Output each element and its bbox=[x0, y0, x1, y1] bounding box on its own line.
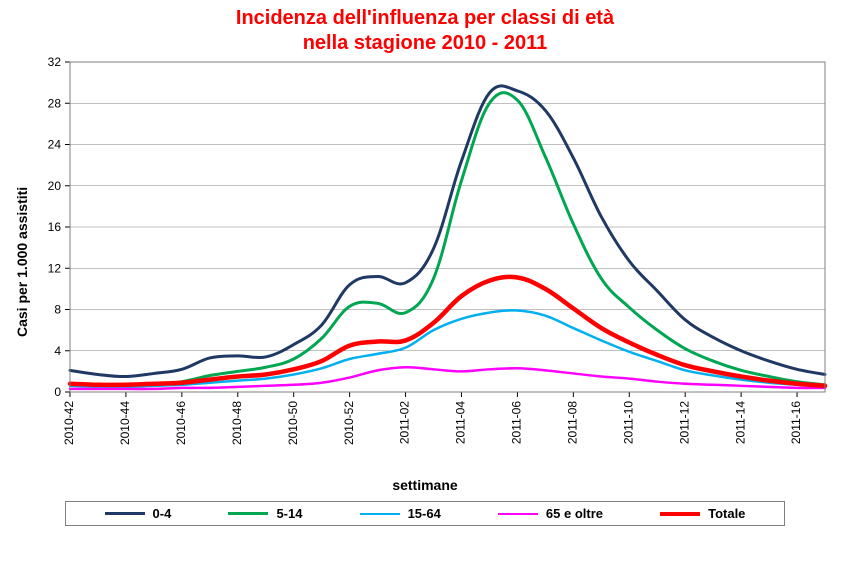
chart-svg: 0 4 8 12 16 20 24 28 32 2010-42 2010-44 2010-46 2010… bbox=[0, 56, 850, 481]
chart-title-line1: Incidenza dell'influenza per classi di e… bbox=[236, 7, 614, 29]
svg-text:2010-46: 2010-46 bbox=[174, 401, 188, 445]
legend-swatch bbox=[660, 512, 700, 516]
svg-text:12: 12 bbox=[48, 261, 62, 275]
svg-text:16: 16 bbox=[48, 220, 62, 234]
legend-label: 65 e oltre bbox=[546, 506, 603, 521]
legend: 0-4 5-14 15-64 65 e oltre Totale bbox=[65, 501, 785, 526]
legend-label: 0-4 bbox=[153, 506, 172, 521]
svg-text:32: 32 bbox=[48, 56, 62, 69]
legend-swatch bbox=[360, 513, 400, 515]
legend-swatch bbox=[228, 512, 268, 515]
svg-text:2011-16: 2011-16 bbox=[789, 401, 803, 444]
legend-label: 5-14 bbox=[276, 506, 302, 521]
svg-text:2010-42: 2010-42 bbox=[62, 401, 76, 445]
legend-item: 5-14 bbox=[228, 506, 302, 521]
svg-text:0: 0 bbox=[54, 385, 61, 399]
chart-container: Incidenza dell'influenza per classi di e… bbox=[0, 0, 850, 561]
svg-text:24: 24 bbox=[48, 138, 62, 152]
legend-swatch bbox=[498, 513, 538, 515]
legend-item: 15-64 bbox=[360, 506, 441, 521]
chart-title: Incidenza dell'influenza per classi di e… bbox=[0, 0, 850, 56]
svg-text:2011-10: 2011-10 bbox=[621, 401, 635, 444]
svg-text:2011-06: 2011-06 bbox=[510, 401, 524, 444]
svg-text:2010-48: 2010-48 bbox=[230, 401, 244, 445]
svg-text:2010-50: 2010-50 bbox=[286, 401, 300, 445]
legend-item: 0-4 bbox=[105, 506, 172, 521]
svg-text:2011-02: 2011-02 bbox=[398, 401, 412, 444]
svg-text:2010-44: 2010-44 bbox=[118, 401, 132, 445]
svg-text:28: 28 bbox=[48, 96, 62, 110]
svg-text:20: 20 bbox=[48, 179, 62, 193]
svg-text:4: 4 bbox=[54, 344, 61, 358]
svg-text:2011-04: 2011-04 bbox=[454, 401, 468, 444]
svg-text:2011-08: 2011-08 bbox=[566, 401, 580, 444]
svg-text:2011-14: 2011-14 bbox=[733, 401, 747, 444]
legend-item: 65 e oltre bbox=[498, 506, 603, 521]
svg-text:2011-12: 2011-12 bbox=[677, 401, 691, 444]
legend-label: 15-64 bbox=[408, 506, 441, 521]
svg-text:2010-52: 2010-52 bbox=[342, 401, 356, 445]
legend-item: Totale bbox=[660, 506, 745, 521]
svg-text:8: 8 bbox=[54, 303, 61, 317]
plot-area: Casi per 1.000 assistiti 0 4 8 12 16 20 24 28 32… bbox=[0, 56, 850, 481]
legend-label: Totale bbox=[708, 506, 745, 521]
chart-title-line2: nella stagione 2010 - 2011 bbox=[303, 32, 548, 54]
y-axis-label: Casi per 1.000 assistiti bbox=[14, 186, 30, 336]
legend-swatch bbox=[105, 512, 145, 515]
